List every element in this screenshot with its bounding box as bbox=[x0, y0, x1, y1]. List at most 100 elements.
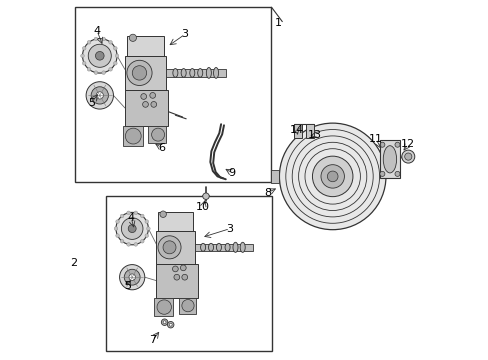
Text: 13: 13 bbox=[307, 130, 321, 140]
Bar bbox=[158, 212, 193, 231]
Circle shape bbox=[140, 214, 144, 218]
Bar bbox=[148, 126, 166, 143]
Circle shape bbox=[167, 321, 174, 328]
Circle shape bbox=[126, 211, 130, 215]
Text: 12: 12 bbox=[401, 139, 414, 149]
Text: 5: 5 bbox=[124, 281, 131, 291]
Circle shape bbox=[182, 300, 194, 312]
Bar bbox=[75, 7, 271, 182]
Text: 1: 1 bbox=[275, 18, 282, 28]
Text: 3: 3 bbox=[226, 224, 233, 234]
Circle shape bbox=[95, 51, 104, 60]
Text: 6: 6 bbox=[158, 143, 165, 153]
Circle shape bbox=[126, 243, 130, 246]
Circle shape bbox=[312, 156, 352, 197]
Circle shape bbox=[144, 234, 148, 238]
Circle shape bbox=[141, 94, 146, 99]
Circle shape bbox=[82, 39, 117, 73]
Circle shape bbox=[163, 321, 166, 324]
Ellipse shape bbox=[216, 243, 221, 251]
Circle shape bbox=[129, 34, 136, 41]
Text: 7: 7 bbox=[149, 335, 156, 345]
Bar bbox=[166, 69, 225, 77]
Text: 3: 3 bbox=[181, 29, 188, 39]
Ellipse shape bbox=[383, 146, 396, 173]
Circle shape bbox=[158, 236, 181, 259]
Circle shape bbox=[120, 214, 123, 218]
Circle shape bbox=[124, 269, 140, 285]
Circle shape bbox=[161, 319, 167, 325]
Ellipse shape bbox=[208, 243, 213, 251]
Circle shape bbox=[146, 227, 150, 230]
Circle shape bbox=[120, 265, 144, 290]
Text: 4: 4 bbox=[93, 26, 100, 36]
Circle shape bbox=[113, 62, 117, 65]
Bar bbox=[125, 56, 166, 90]
Circle shape bbox=[320, 165, 344, 188]
Circle shape bbox=[108, 68, 112, 71]
Text: 5: 5 bbox=[88, 98, 95, 108]
Circle shape bbox=[404, 153, 411, 160]
Circle shape bbox=[82, 62, 86, 65]
Text: 8: 8 bbox=[264, 188, 271, 198]
Circle shape bbox=[121, 218, 142, 239]
Bar bbox=[156, 231, 195, 264]
Circle shape bbox=[401, 150, 414, 163]
Circle shape bbox=[96, 92, 103, 99]
Circle shape bbox=[125, 128, 141, 144]
Circle shape bbox=[379, 142, 384, 147]
Circle shape bbox=[142, 102, 148, 107]
Circle shape bbox=[160, 211, 166, 217]
Circle shape bbox=[144, 220, 148, 223]
Circle shape bbox=[87, 40, 91, 44]
Circle shape bbox=[116, 212, 148, 245]
Bar bbox=[125, 90, 168, 126]
Circle shape bbox=[379, 171, 384, 176]
Circle shape bbox=[132, 66, 146, 80]
Circle shape bbox=[102, 71, 105, 75]
Ellipse shape bbox=[240, 242, 244, 252]
Text: 2: 2 bbox=[70, 258, 77, 268]
Bar bbox=[154, 298, 173, 316]
Bar bbox=[156, 264, 197, 298]
Circle shape bbox=[182, 274, 187, 280]
Bar bbox=[306, 124, 314, 138]
Circle shape bbox=[169, 323, 172, 326]
Circle shape bbox=[134, 211, 137, 215]
Circle shape bbox=[394, 142, 399, 147]
Circle shape bbox=[91, 87, 108, 104]
Circle shape bbox=[174, 274, 179, 280]
Ellipse shape bbox=[189, 68, 194, 77]
Circle shape bbox=[151, 128, 164, 141]
Ellipse shape bbox=[213, 68, 218, 78]
Text: 14: 14 bbox=[289, 125, 303, 135]
Text: 4: 4 bbox=[127, 213, 134, 223]
Circle shape bbox=[326, 171, 337, 182]
Circle shape bbox=[120, 239, 123, 243]
Ellipse shape bbox=[197, 68, 203, 77]
Circle shape bbox=[81, 54, 84, 58]
Circle shape bbox=[126, 60, 152, 85]
Circle shape bbox=[114, 227, 118, 230]
Text: 10: 10 bbox=[196, 202, 210, 212]
Circle shape bbox=[172, 266, 178, 272]
Ellipse shape bbox=[224, 243, 230, 251]
Bar bbox=[127, 36, 163, 56]
Bar bbox=[271, 170, 279, 183]
Circle shape bbox=[102, 37, 105, 41]
Bar bbox=[379, 140, 400, 178]
Bar bbox=[294, 124, 302, 138]
Circle shape bbox=[115, 54, 119, 58]
Ellipse shape bbox=[172, 68, 178, 77]
Text: 11: 11 bbox=[368, 134, 382, 144]
Circle shape bbox=[108, 40, 112, 44]
Circle shape bbox=[279, 123, 385, 230]
Circle shape bbox=[394, 171, 399, 176]
Circle shape bbox=[149, 93, 155, 98]
Circle shape bbox=[87, 68, 91, 71]
Bar bbox=[178, 298, 196, 314]
Circle shape bbox=[151, 102, 156, 107]
Circle shape bbox=[116, 234, 119, 238]
Ellipse shape bbox=[232, 242, 238, 252]
Circle shape bbox=[134, 243, 137, 246]
